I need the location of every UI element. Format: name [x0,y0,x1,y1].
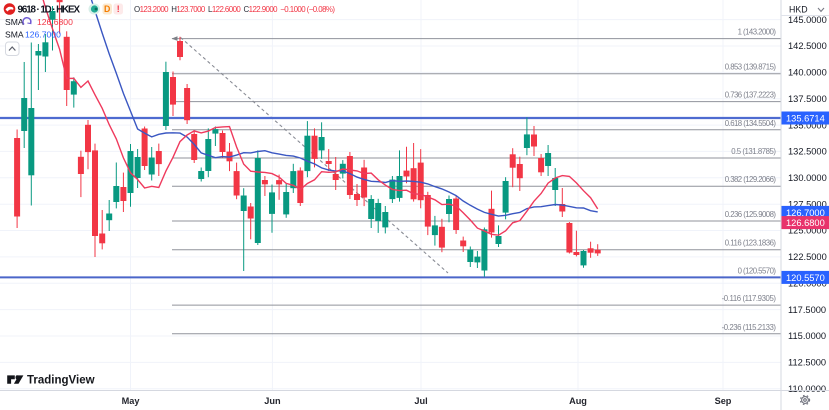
svg-text:126.6800: 126.6800 [786,218,825,228]
svg-text:142.5000: 142.5000 [788,41,827,51]
svg-text:-0.116 (117.9305): -0.116 (117.9305) [722,294,777,303]
svg-text:O123.2000 H123.7000 L122.600: O123.2000 H123.7000 L122.6000 C122.9000 … [134,5,335,14]
svg-text:126.7000: 126.7000 [25,29,61,39]
svg-text:137.5000: 137.5000 [788,94,827,104]
svg-text:127.5000: 127.5000 [788,199,827,209]
svg-text:115.0000: 115.0000 [788,331,826,341]
svg-text:0 (120.5570): 0 (120.5570) [738,266,777,275]
svg-text:135.0000: 135.0000 [788,120,827,130]
svg-text:HKD: HKD [789,5,808,15]
svg-text:9618 · 1D · HKEX: 9618 · 1D · HKEX [18,5,81,16]
svg-text:SMA: SMA [5,29,24,39]
svg-text:D: D [104,4,110,14]
svg-text:Sep: Sep [715,396,732,406]
svg-text:-0.236 (115.2133): -0.236 (115.2133) [722,323,777,332]
svg-text:0.736 (137.2223): 0.736 (137.2223) [725,91,777,100]
svg-text:120.5570: 120.5570 [786,273,825,283]
svg-text:1 (143.2000): 1 (143.2000) [738,28,777,37]
svg-text:126.7000: 126.7000 [786,208,825,218]
svg-text:0.116 (123.1836): 0.116 (123.1836) [725,239,777,248]
svg-text:122.5000: 122.5000 [788,252,827,262]
svg-text:130.0000: 130.0000 [788,173,827,183]
svg-text:0.853 (139.8715): 0.853 (139.8715) [725,63,777,72]
svg-text:0.5 (131.8785): 0.5 (131.8785) [731,147,776,156]
svg-text:Jun: Jun [264,396,281,406]
svg-text:117.5000: 117.5000 [788,305,826,315]
svg-text:SMA: SMA [5,17,24,27]
svg-text:125.0000: 125.0000 [788,226,827,236]
svg-text:140.0000: 140.0000 [788,68,827,78]
svg-text:135.6714: 135.6714 [786,113,825,123]
svg-text:126.6800: 126.6800 [37,17,73,27]
svg-text:110.0000: 110.0000 [788,384,826,394]
svg-text:0.382 (129.2066): 0.382 (129.2066) [725,175,777,184]
svg-text:145.0000: 145.0000 [788,15,827,25]
svg-text:May: May [122,396,141,406]
svg-text:!: ! [117,4,120,14]
svg-text:0.618 (134.5504): 0.618 (134.5504) [725,119,777,128]
svg-text:132.5000: 132.5000 [788,147,827,157]
svg-text:Aug: Aug [569,396,587,406]
svg-text:0.236 (125.9008): 0.236 (125.9008) [725,210,777,219]
svg-text:Jul: Jul [414,396,427,406]
svg-text:TradingView: TradingView [27,375,95,387]
svg-text:112.5000: 112.5000 [788,358,826,368]
